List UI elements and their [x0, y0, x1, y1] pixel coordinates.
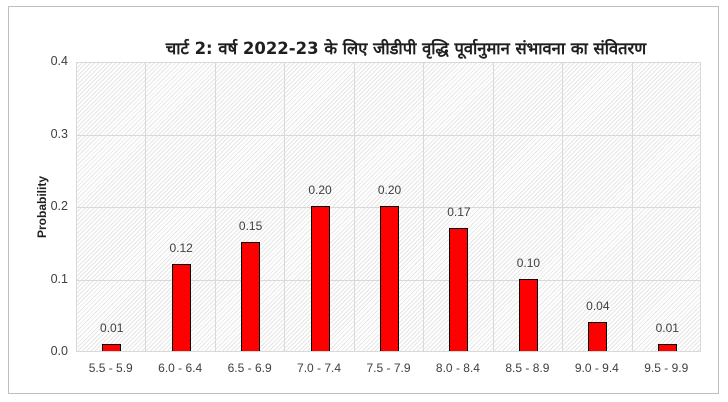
- gridline-horizontal: [77, 134, 700, 136]
- bar-data-label: 0.17: [447, 204, 471, 219]
- x-tick-label: 7.0 - 7.4: [297, 361, 342, 375]
- x-tick-label: 9.5 - 9.9: [644, 361, 689, 375]
- y-tick-label: 0.1: [50, 271, 68, 286]
- bar: [588, 322, 608, 351]
- bar-data-label: 0.04: [586, 299, 610, 313]
- y-tick-label: 0.0: [50, 344, 68, 358]
- bar: [657, 343, 677, 351]
- bar: [310, 206, 330, 351]
- plot-area: 0.01 0.12 0.15 0.20 0.20 0.17 0.10 0.04 0.01: [76, 62, 701, 352]
- gridline-vertical: [214, 63, 216, 351]
- bar-data-label: 0.01: [100, 320, 124, 335]
- chart-title: चार्ट 2: वर्ष 2022-23 के लिए जीडीपी वृद्…: [165, 39, 647, 58]
- bar-data-label: 0.20: [308, 183, 332, 197]
- x-tick-label: 6.0 - 6.4: [158, 361, 203, 375]
- gridline-vertical: [562, 63, 564, 351]
- gridline-vertical: [353, 63, 355, 351]
- bar-data-label: 0.15: [238, 219, 263, 234]
- y-tick-label: 0.3: [50, 126, 68, 141]
- x-tick-label: 8.0 - 8.4: [435, 361, 480, 375]
- x-tick-label: 5.5 - 5.9: [88, 361, 133, 375]
- bar: [241, 242, 261, 351]
- x-tick-label: 9.0 - 9.4: [574, 361, 619, 375]
- gridline-vertical: [423, 63, 425, 351]
- x-tick-label: 6.5 - 6.9: [227, 361, 272, 375]
- gridline-vertical: [145, 63, 147, 351]
- gridline-vertical: [492, 63, 494, 351]
- gridline-vertical: [284, 63, 286, 351]
- bar: [102, 343, 122, 351]
- bar: [380, 206, 399, 351]
- bar: [171, 264, 191, 351]
- y-tick-label: 0.4: [50, 54, 68, 68]
- bar: [518, 278, 538, 351]
- bar-data-label: 0.12: [169, 241, 193, 255]
- gridline-vertical: [631, 63, 633, 351]
- y-tick-label: 0.2: [50, 199, 68, 213]
- bar-data-label: 0.20: [377, 183, 402, 197]
- bar-data-label: 0.10: [516, 255, 541, 270]
- bar: [449, 227, 469, 351]
- x-tick-label: 8.5 - 8.9: [505, 361, 550, 375]
- x-tick-label: 7.5 - 7.9: [366, 361, 411, 375]
- bar-data-label: 0.01: [655, 320, 679, 335]
